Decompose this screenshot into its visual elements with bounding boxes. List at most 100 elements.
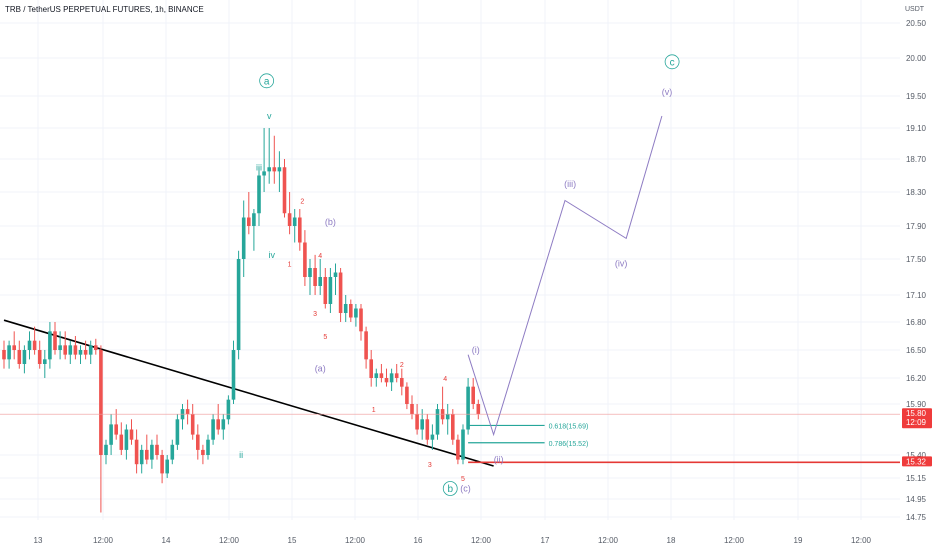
candle: [175, 414, 180, 450]
candle-body: [114, 424, 118, 435]
time-tick-label: 12:00: [345, 536, 366, 545]
candle: [165, 455, 169, 478]
time-tick-label: 12:00: [219, 536, 240, 545]
candle-body: [420, 419, 424, 430]
candle: [134, 429, 139, 474]
candle-body: [83, 350, 88, 355]
candle-body: [165, 459, 169, 474]
price-tick-label: 17.90: [906, 222, 927, 231]
candle: [170, 439, 175, 465]
candle-body: [22, 350, 27, 364]
wave-label-red: 1: [288, 262, 292, 269]
candle: [129, 419, 134, 445]
current-price-badge: [902, 408, 932, 429]
price-tick-label: 14.95: [906, 495, 927, 504]
candle-body: [206, 439, 210, 455]
price-tick-label: 15.15: [906, 474, 927, 483]
wave-label-teal: iv: [269, 250, 276, 260]
support-price-badge-value: 15.32: [906, 457, 927, 466]
candle: [185, 399, 190, 425]
candle: [440, 386, 445, 425]
candle: [262, 128, 266, 192]
candle: [180, 404, 185, 430]
candle-body: [272, 167, 277, 172]
trendline-layer: [3, 319, 494, 467]
candle: [476, 399, 481, 420]
candle-body: [400, 378, 404, 387]
candle-body: [124, 429, 129, 450]
price-tick-label: 15.40: [906, 451, 927, 460]
candle: [415, 404, 419, 435]
time-tick-label: 12:00: [724, 536, 745, 545]
candle-body: [303, 242, 307, 277]
candle: [247, 192, 251, 235]
candle: [7, 340, 11, 369]
wave-label-purple: (v): [662, 87, 673, 97]
candle: [343, 295, 348, 322]
candle: [369, 350, 373, 387]
wave-label-purple: (ii): [494, 455, 504, 465]
candle: [22, 345, 27, 374]
candle-body: [160, 455, 164, 474]
candle: [354, 304, 358, 327]
candle-body: [196, 434, 200, 450]
candle-body: [323, 277, 328, 304]
candle-body: [364, 331, 368, 360]
candle-body: [58, 345, 62, 350]
chart-title: TRB / TetherUS PERPETUAL FUTURES, 1h, BI…: [5, 5, 204, 14]
wave-label-red: 1: [372, 407, 376, 414]
candle: [206, 434, 210, 460]
candle: [394, 364, 399, 383]
candle-body: [374, 373, 379, 378]
candle: [298, 209, 302, 251]
wave-label-red: 5: [461, 476, 465, 483]
wave-label-red: 4: [318, 253, 322, 260]
candle: [160, 449, 164, 484]
wave-label-red: 4: [443, 376, 447, 383]
time-tick-label: 16: [414, 536, 423, 545]
candle-body: [145, 449, 149, 460]
candle: [196, 424, 200, 460]
time-tick-label: 12:00: [93, 536, 114, 545]
candle: [364, 326, 368, 369]
candle: [78, 345, 83, 364]
candle: [466, 378, 470, 435]
candle: [139, 444, 144, 474]
price-tick-label: 18.30: [906, 188, 927, 197]
candle-body: [343, 304, 348, 313]
price-tick-label: 14.75: [906, 513, 927, 522]
candle: [379, 364, 384, 383]
candle: [420, 409, 424, 440]
fib-level-label: 0.618(15.69): [549, 423, 589, 430]
candle-body: [318, 277, 322, 286]
candle-body: [175, 419, 180, 445]
candle: [303, 230, 307, 286]
support-price-badge: [902, 456, 932, 467]
wave-circle: [259, 73, 275, 89]
price-tick-label: 17.50: [906, 255, 927, 264]
price-tick-label: 16.20: [906, 374, 927, 383]
candle-body: [379, 373, 384, 378]
candle: [471, 378, 475, 410]
candle: [94, 338, 98, 355]
wave-label-red: 2: [300, 199, 304, 206]
candle: [145, 434, 149, 465]
candle: [451, 409, 455, 445]
candle-body: [389, 373, 394, 383]
candle: [252, 209, 256, 251]
candle-body: [17, 350, 22, 364]
candle: [308, 259, 312, 295]
candle-body: [211, 419, 215, 440]
candle: [445, 404, 450, 435]
candle-body: [170, 444, 175, 460]
candle-body: [277, 167, 282, 172]
candle: [241, 200, 246, 277]
time-tick-label: 19: [794, 536, 803, 545]
candle-body: [226, 399, 231, 420]
candle-body: [369, 359, 373, 378]
candle: [292, 209, 297, 243]
candle-body: [445, 414, 450, 420]
candle-body: [466, 386, 470, 430]
candle-body: [27, 340, 32, 350]
